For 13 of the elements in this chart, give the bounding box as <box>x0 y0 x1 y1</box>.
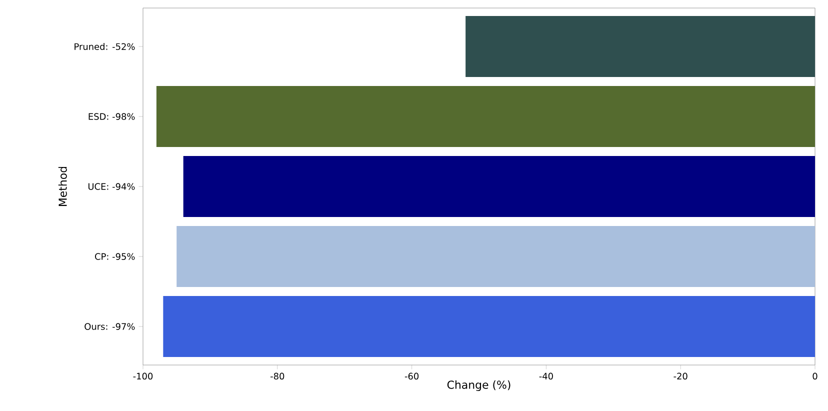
x-axis-title: Change (%) <box>447 380 510 392</box>
x-tick-label: -80 <box>270 372 284 380</box>
x-tick-label: -100 <box>133 372 153 380</box>
x-tick-label: -40 <box>539 372 553 380</box>
x-tick-label: -60 <box>404 372 419 380</box>
y-tick-label: CP: -95% <box>95 253 135 260</box>
y-tick-label: ESD: -98% <box>88 113 135 120</box>
y-axis-title: Method <box>58 166 67 206</box>
x-tick-label: -20 <box>674 372 688 380</box>
x-tick-label: 0 <box>812 372 818 380</box>
y-tick-label: Ours: -97% <box>84 323 135 330</box>
y-tick-label: UCE: -94% <box>88 183 135 190</box>
y-tick-label: Pruned: -52% <box>74 43 135 50</box>
